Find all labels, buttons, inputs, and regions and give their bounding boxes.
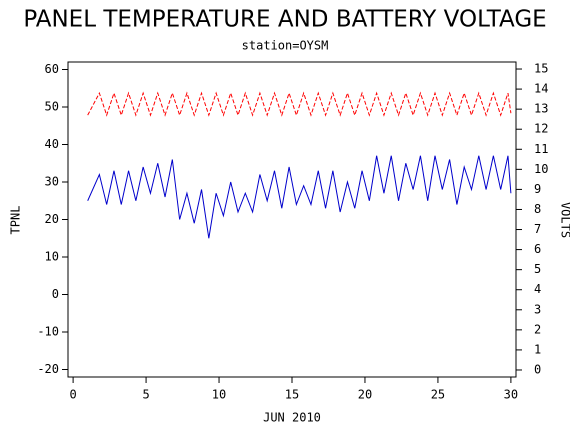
x-tick-label: 5 — [142, 388, 149, 402]
y2-tick-label: 9 — [534, 182, 541, 196]
y2-tick-label: 7 — [534, 222, 541, 236]
x-tick-label: 10 — [212, 388, 226, 402]
y2-tick-label: 12 — [534, 122, 548, 136]
y-tick-label: 40 — [45, 137, 59, 151]
x-tick-label: 15 — [285, 388, 299, 402]
y-axis-label: TPNL — [9, 206, 23, 235]
chart-subtitle: station=OYSM — [242, 39, 329, 53]
y-tick-label: 20 — [45, 212, 59, 226]
y-tick-label: 0 — [52, 287, 59, 301]
y2-tick-label: 5 — [534, 262, 541, 276]
y-tick-label: 50 — [45, 100, 59, 114]
series-line — [87, 155, 512, 239]
y2-tick-label: 8 — [534, 202, 541, 216]
y2-tick-label: 10 — [534, 162, 548, 176]
x-tick-label: 25 — [431, 388, 445, 402]
y2-tick-label: 14 — [534, 82, 548, 96]
y2-tick-label: 13 — [534, 102, 548, 116]
y2-tick-label: 2 — [534, 322, 541, 336]
y-tick-label: 30 — [45, 175, 59, 189]
x-tick-label: 0 — [69, 388, 76, 402]
y-tick-label: 10 — [45, 250, 59, 264]
y2-tick-label: 0 — [534, 362, 541, 376]
y2-axis-label: VOLTS — [559, 202, 570, 238]
chart-title: PANEL TEMPERATURE AND BATTERY VOLTAGE — [23, 7, 546, 33]
y-tick-label: 60 — [45, 62, 59, 76]
x-tick-label: 20 — [358, 388, 372, 402]
y2-tick-label: 11 — [534, 142, 548, 156]
y2-tick-label: 4 — [534, 282, 541, 296]
y2-tick-label: 3 — [534, 302, 541, 316]
x-tick-label: 30 — [504, 388, 518, 402]
y2-tick-label: 15 — [534, 62, 548, 76]
x-axis-label: JUN 2010 — [263, 411, 321, 425]
plot-frame — [67, 61, 517, 378]
y2-tick-label: 6 — [534, 242, 541, 256]
series-line — [87, 91, 512, 117]
y-tick-label: -20 — [37, 362, 59, 376]
y-tick-label: -10 — [37, 325, 59, 339]
y2-tick-label: 1 — [534, 342, 541, 356]
